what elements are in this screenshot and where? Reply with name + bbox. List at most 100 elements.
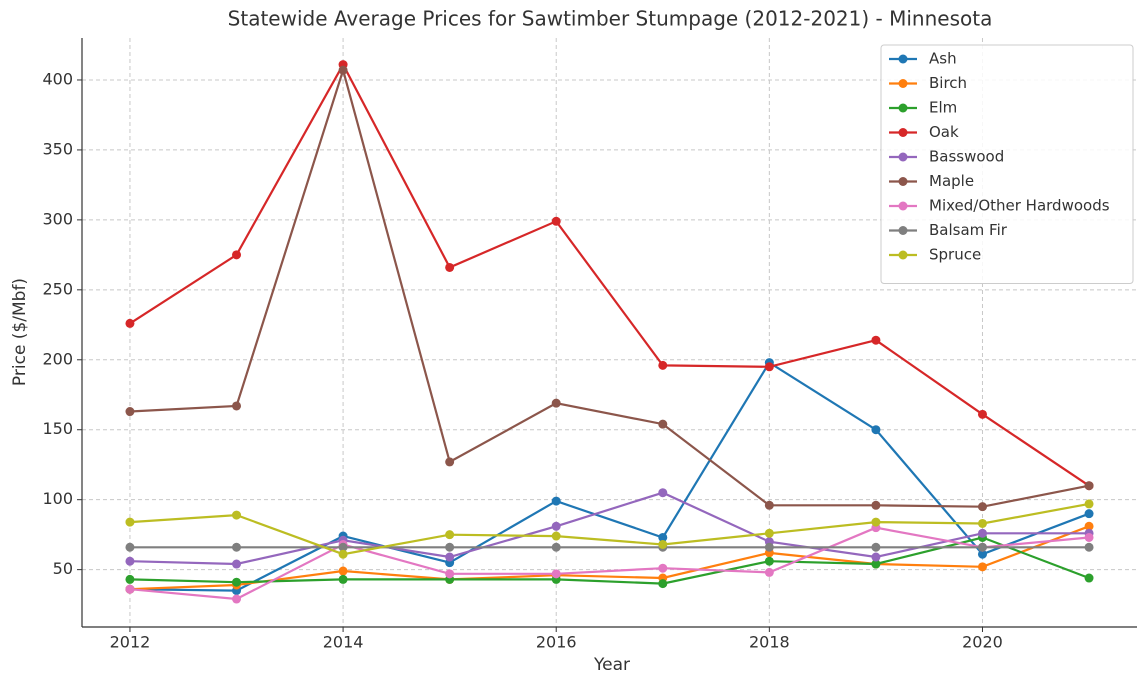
point bbox=[764, 500, 774, 510]
legend-marker bbox=[898, 250, 908, 260]
point bbox=[977, 542, 987, 552]
series-line bbox=[129, 502, 1090, 556]
legend-label: Elm bbox=[929, 99, 957, 117]
point bbox=[445, 262, 455, 272]
point bbox=[871, 542, 881, 552]
point bbox=[764, 556, 774, 566]
x-tick-label: 2018 bbox=[749, 633, 790, 652]
legend-marker bbox=[898, 152, 908, 162]
point bbox=[551, 531, 561, 541]
point bbox=[764, 528, 774, 538]
point bbox=[338, 549, 348, 559]
point bbox=[232, 559, 242, 569]
point bbox=[658, 539, 668, 549]
point bbox=[551, 542, 561, 552]
x-tick-label: 2020 bbox=[962, 633, 1003, 652]
series-line bbox=[129, 66, 1090, 508]
point bbox=[232, 577, 242, 587]
point bbox=[658, 563, 668, 573]
point bbox=[551, 521, 561, 531]
point bbox=[764, 542, 774, 552]
point bbox=[125, 407, 135, 417]
point bbox=[658, 360, 668, 370]
point bbox=[871, 517, 881, 527]
y-tick-label: 350 bbox=[42, 139, 73, 158]
point bbox=[871, 335, 881, 345]
series-line bbox=[129, 361, 1090, 592]
point bbox=[551, 569, 561, 579]
point bbox=[1084, 481, 1094, 491]
point bbox=[232, 594, 242, 604]
point bbox=[871, 425, 881, 435]
point bbox=[1084, 542, 1094, 552]
point bbox=[445, 457, 455, 467]
legend-marker bbox=[898, 103, 908, 113]
legend-label: Birch bbox=[929, 74, 967, 92]
y-tick-label: 250 bbox=[42, 279, 73, 298]
point bbox=[551, 216, 561, 226]
x-tick-label: 2014 bbox=[323, 633, 364, 652]
legend-label: Spruce bbox=[929, 246, 981, 264]
series-line bbox=[129, 491, 1089, 566]
point bbox=[871, 500, 881, 510]
x-axis-label: Year bbox=[593, 655, 630, 675]
chart-title: Statewide Average Prices for Sawtimber S… bbox=[228, 7, 993, 31]
point bbox=[551, 496, 561, 506]
legend-label: Balsam Fir bbox=[929, 221, 1008, 239]
point bbox=[338, 65, 348, 75]
point bbox=[125, 574, 135, 584]
point bbox=[658, 579, 668, 589]
point bbox=[1084, 532, 1094, 542]
y-tick-label: 50 bbox=[53, 559, 73, 578]
point bbox=[232, 510, 242, 520]
point bbox=[764, 567, 774, 577]
point bbox=[658, 419, 668, 429]
y-tick-label: 400 bbox=[42, 69, 73, 88]
legend-marker bbox=[898, 128, 908, 137]
legend-marker bbox=[898, 226, 908, 235]
legend-label: Oak bbox=[929, 123, 959, 141]
legend-marker bbox=[898, 54, 908, 64]
point bbox=[871, 559, 881, 569]
point bbox=[977, 562, 987, 572]
legend-marker bbox=[898, 201, 908, 211]
series-line bbox=[129, 62, 1090, 487]
point bbox=[125, 318, 135, 328]
series-line bbox=[129, 525, 1090, 591]
point bbox=[445, 552, 455, 562]
point bbox=[125, 556, 135, 566]
point bbox=[1084, 521, 1094, 531]
x-tick-label: 2012 bbox=[110, 633, 151, 652]
point bbox=[125, 584, 135, 594]
point bbox=[232, 401, 242, 411]
legend-label: Mixed/Other Hardwoods bbox=[929, 197, 1110, 215]
point bbox=[977, 518, 987, 528]
legend-marker bbox=[898, 79, 908, 88]
point bbox=[977, 528, 987, 538]
point bbox=[658, 488, 668, 498]
y-tick-label: 200 bbox=[42, 349, 73, 368]
x-tick-label: 2016 bbox=[536, 633, 577, 652]
y-tick-label: 150 bbox=[42, 419, 73, 438]
point bbox=[232, 250, 242, 260]
y-axis-label: Price ($/Mbf) bbox=[10, 278, 30, 386]
legend-label: Ash bbox=[929, 50, 957, 68]
point bbox=[1084, 573, 1094, 583]
point bbox=[551, 398, 561, 408]
legend: Ash Birch Elm Oak Basswood Maple Mixed/Other H… bbox=[880, 44, 1134, 284]
legend-label: Basswood bbox=[929, 148, 1004, 166]
point bbox=[338, 574, 348, 584]
y-tick-label: 300 bbox=[42, 209, 73, 228]
point bbox=[445, 542, 455, 552]
point bbox=[1084, 509, 1094, 519]
point bbox=[1084, 499, 1094, 509]
legend-marker bbox=[898, 177, 908, 186]
point bbox=[977, 502, 987, 512]
y-tick-label: 100 bbox=[42, 489, 73, 508]
point bbox=[338, 566, 348, 576]
point bbox=[445, 569, 455, 579]
point bbox=[764, 362, 774, 372]
point bbox=[125, 517, 135, 527]
point bbox=[338, 542, 348, 552]
